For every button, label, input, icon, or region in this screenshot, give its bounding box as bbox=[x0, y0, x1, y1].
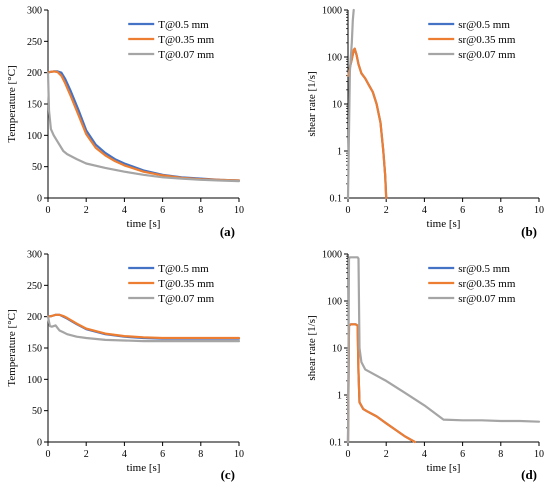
x-tick-label: 6 bbox=[460, 205, 465, 216]
y-tick-label: 1000 bbox=[322, 6, 342, 17]
legend-entry-2: sr@0.35 mm bbox=[458, 34, 516, 46]
x-tick-label: 0 bbox=[46, 205, 51, 216]
chart-panel-d: 0.1 1 10 100 1000 0 2 4 6 8 10 time [s] shear rate [… bbox=[306, 250, 544, 483]
series-line-3 bbox=[346, 256, 541, 444]
panel-label: (a) bbox=[220, 224, 235, 239]
x-tick-label: 2 bbox=[84, 205, 89, 216]
panel-label: (c) bbox=[221, 467, 235, 482]
x-axis-label: time [s] bbox=[427, 462, 461, 474]
panel-label: (d) bbox=[521, 467, 537, 482]
series-line-2 bbox=[347, 47, 388, 200]
x-tick-label: 10 bbox=[534, 449, 544, 460]
y-tick-label: 1000 bbox=[322, 250, 342, 261]
x-axis-label: time [s] bbox=[127, 462, 161, 474]
y-tick-label: 10 bbox=[332, 100, 342, 111]
y-axis-label: shear rate [1/s] bbox=[306, 71, 318, 136]
legend-entry-1: T@0.5 mm bbox=[158, 19, 209, 31]
y-axis-label: shear rate [1/s] bbox=[306, 315, 318, 380]
y-tick-label: 250 bbox=[27, 281, 42, 292]
legend-entry-1: sr@0.5 mm bbox=[458, 19, 510, 31]
y-tick-label: 100 bbox=[327, 53, 342, 64]
legend-entry-1: sr@0.5 mm bbox=[458, 263, 510, 275]
legend-entry-2: T@0.35 mm bbox=[158, 34, 214, 46]
x-tick-label: 2 bbox=[84, 449, 89, 460]
x-tick-label: 6 bbox=[460, 449, 465, 460]
legend-entry-3: T@0.07 mm bbox=[158, 49, 214, 61]
y-tick-label: 0.1 bbox=[330, 438, 343, 449]
legend-entry-2: T@0.35 mm bbox=[158, 278, 214, 290]
series-line-1 bbox=[46, 313, 241, 340]
x-tick-label: 4 bbox=[122, 205, 127, 216]
x-tick-label: 6 bbox=[160, 205, 165, 216]
x-tick-label: 4 bbox=[422, 449, 427, 460]
series-line-2 bbox=[46, 70, 241, 182]
legend-entry-3: T@0.07 mm bbox=[158, 293, 214, 305]
x-tick-label: 10 bbox=[234, 449, 244, 460]
series-line-3 bbox=[346, 8, 355, 200]
x-tick-label: 10 bbox=[534, 205, 544, 216]
chart-panel-b: 0.1 1 10 100 1000 0 2 4 6 8 10 time [s] shear rate [… bbox=[306, 6, 544, 240]
y-tick-label: 1 bbox=[337, 391, 342, 402]
x-tick-label: 2 bbox=[384, 449, 389, 460]
x-tick-label: 6 bbox=[160, 449, 165, 460]
series-line-2 bbox=[46, 313, 241, 340]
x-tick-label: 8 bbox=[498, 205, 503, 216]
y-tick-label: 250 bbox=[27, 37, 42, 48]
x-tick-label: 8 bbox=[498, 449, 503, 460]
series-line-3 bbox=[46, 315, 241, 343]
x-tick-label: 10 bbox=[234, 205, 244, 216]
x-tick-label: 8 bbox=[198, 449, 203, 460]
x-tick-label: 8 bbox=[198, 205, 203, 216]
x-tick-label: 0 bbox=[46, 449, 51, 460]
legend-entry-1: T@0.5 mm bbox=[158, 263, 209, 275]
y-tick-label: 1 bbox=[337, 147, 342, 158]
legend-entry-3: sr@0.07 mm bbox=[458, 293, 516, 305]
x-axis-label: time [s] bbox=[427, 218, 461, 230]
y-axis-label: Temperature [°C] bbox=[6, 309, 18, 386]
series-line-1 bbox=[46, 70, 241, 182]
series-line-3 bbox=[46, 71, 241, 183]
y-axis-label: Temperature [°C] bbox=[6, 65, 18, 142]
chart-panel-a: 0 50 100 150 200 250 300 0 2 4 6 8 10 time [s] Tempera… bbox=[6, 6, 244, 240]
x-axis-label: time [s] bbox=[127, 218, 161, 230]
y-tick-label: 50 bbox=[32, 162, 42, 173]
panel-label: (b) bbox=[521, 224, 537, 239]
y-tick-label: 100 bbox=[327, 297, 342, 308]
y-tick-label: 150 bbox=[27, 344, 42, 355]
x-tick-label: 2 bbox=[384, 205, 389, 216]
y-tick-label: 100 bbox=[27, 375, 42, 386]
y-tick-label: 0.1 bbox=[330, 194, 343, 205]
legend-entry-3: sr@0.07 mm bbox=[458, 49, 516, 61]
legend-entry-2: sr@0.35 mm bbox=[458, 278, 516, 290]
y-tick-label: 200 bbox=[27, 312, 42, 323]
y-tick-label: 10 bbox=[332, 344, 342, 355]
y-tick-label: 300 bbox=[27, 250, 42, 261]
y-tick-label: 300 bbox=[27, 6, 42, 17]
y-tick-label: 100 bbox=[27, 131, 42, 142]
chart-panel-c: 0 50 100 150 200 250 300 0 2 4 6 8 10 time [s] Tempera… bbox=[6, 250, 244, 483]
x-tick-label: 0 bbox=[346, 205, 351, 216]
series-line-2 bbox=[346, 323, 416, 444]
y-tick-label: 50 bbox=[32, 406, 42, 417]
x-tick-label: 4 bbox=[122, 449, 127, 460]
y-tick-label: 0 bbox=[37, 194, 42, 205]
x-tick-label: 4 bbox=[422, 205, 427, 216]
y-tick-label: 150 bbox=[27, 100, 42, 111]
x-tick-label: 0 bbox=[346, 449, 351, 460]
y-tick-label: 0 bbox=[37, 438, 42, 449]
y-tick-label: 200 bbox=[27, 68, 42, 79]
